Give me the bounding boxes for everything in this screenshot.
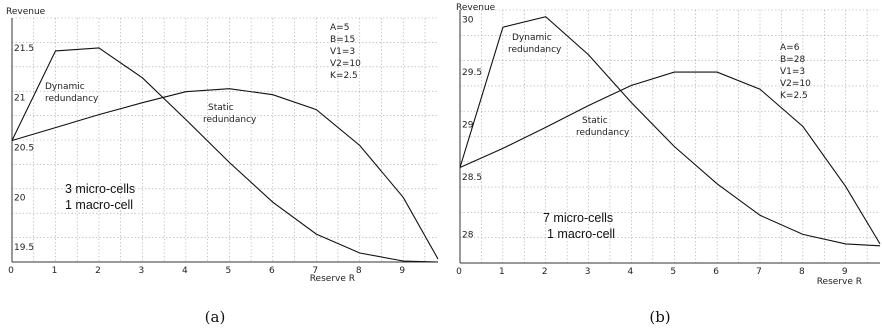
- x-tick-label: 0: [456, 267, 462, 277]
- chart-panel-a: Revenue Reserve R A=5 B=15 V1=3 V2=10 K=…: [6, 7, 439, 326]
- x-tick-label: 4: [182, 266, 188, 276]
- x-tick-label: 8: [356, 266, 362, 276]
- y-tick-label: 20.5: [14, 143, 34, 153]
- y-tick-label: 28.5: [462, 173, 482, 183]
- x-tick-label: 2: [542, 267, 548, 277]
- cells-text-line2: 1 macro-cell: [547, 227, 615, 241]
- static-label-line1: Static: [582, 116, 608, 126]
- param-k: K=2.5: [780, 91, 808, 101]
- x-tick-label: 1: [499, 267, 505, 277]
- x-tick-label: 9: [842, 267, 848, 277]
- x-tick-label: 7: [756, 267, 762, 277]
- param-v1: V1=3: [330, 47, 355, 57]
- x-tick-label: 8: [799, 267, 805, 277]
- caption-a: (a): [205, 308, 226, 326]
- x-tick-label: 6: [269, 266, 275, 276]
- x-tick-label: 3: [139, 266, 145, 276]
- series-line-static-redundancy: [11, 88, 439, 260]
- y-tick-label: 20: [14, 193, 26, 203]
- cells-text-line2: 1 macro-cell: [65, 198, 133, 212]
- y-tick-label: 30: [462, 16, 474, 26]
- x-tick-label: 1: [52, 266, 58, 276]
- cells-text-line1: 7 micro-cells: [543, 211, 613, 225]
- y-axis-label: Revenue: [6, 7, 46, 17]
- static-label-line2: redundancy: [576, 128, 630, 138]
- dynamic-label-line1: Dynamic: [45, 82, 85, 92]
- y-tick-label: 21: [14, 94, 25, 104]
- param-a: A=5: [330, 23, 349, 33]
- y-axis-label: Revenue: [456, 3, 496, 13]
- dynamic-label-line1: Dynamic: [512, 33, 552, 43]
- param-v2: V2=10: [330, 59, 361, 69]
- x-tick-label: 7: [312, 266, 318, 276]
- dynamic-label-line2: redundancy: [508, 45, 562, 55]
- y-tick-label: 28: [462, 230, 474, 240]
- x-axis-label: Reserve R: [310, 274, 355, 284]
- series-line-dynamic-redundancy: [11, 47, 439, 263]
- param-a: A=6: [780, 43, 800, 53]
- series-line-static-redundancy: [459, 71, 881, 245]
- x-axis-label: Reserve R: [817, 277, 862, 287]
- x-tick-label: 4: [628, 267, 634, 277]
- caption-b: (b): [649, 308, 670, 326]
- cells-text-line1: 3 micro-cells: [65, 182, 135, 196]
- x-tick-label: 5: [225, 266, 231, 276]
- x-tick-label: 3: [585, 267, 591, 277]
- grid-lines: [11, 17, 438, 263]
- x-tick-label: 2: [95, 266, 101, 276]
- y-tick-label: 21.5: [14, 44, 34, 54]
- dynamic-label-line2: redundancy: [45, 94, 99, 104]
- x-tick-label: 5: [670, 267, 676, 277]
- y-tick-label: 29.5: [462, 68, 482, 78]
- x-tick-label: 6: [713, 267, 719, 277]
- param-v1: V1=3: [780, 67, 805, 77]
- y-tick-label: 29: [462, 121, 474, 131]
- param-k: K=2.5: [330, 71, 358, 81]
- param-v2: V2=10: [780, 79, 811, 89]
- series-line-dynamic-redundancy: [459, 16, 881, 247]
- param-b: B=15: [330, 35, 355, 45]
- x-tick-label: 0: [8, 266, 14, 276]
- y-tick-label: 19.5: [14, 243, 34, 253]
- static-label-line1: Static: [208, 103, 234, 113]
- chart-panel-b: Revenue Reserve R A=6 B=28 V1=3 V2=10 K=…: [456, 3, 881, 326]
- param-b: B=28: [780, 55, 805, 65]
- static-label-line2: redundancy: [203, 115, 257, 125]
- x-tick-label: 9: [399, 266, 405, 276]
